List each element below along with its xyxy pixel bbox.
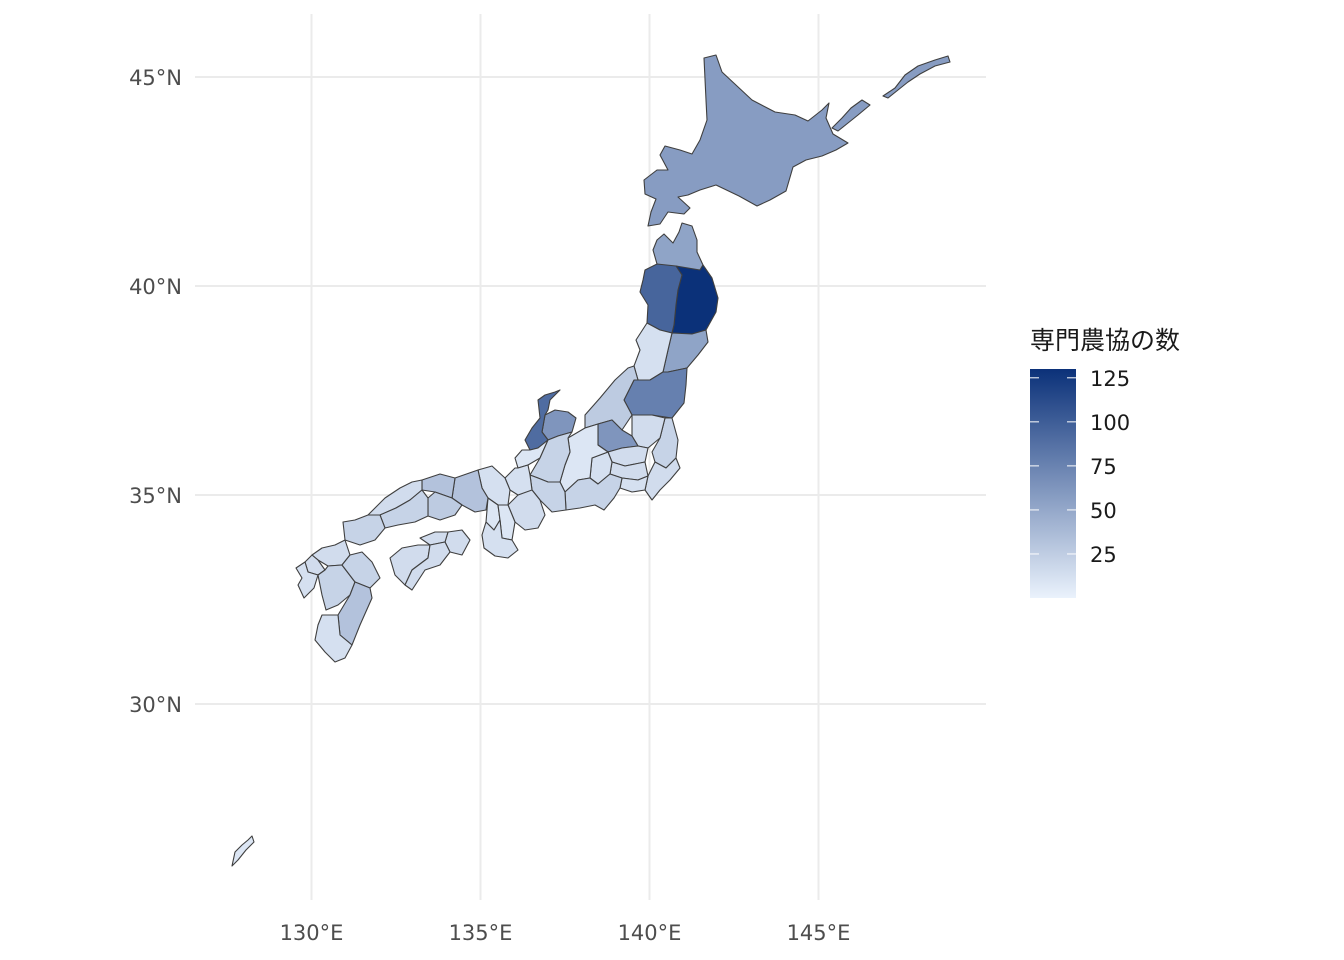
legend-tick-label: 25 [1090, 543, 1117, 567]
prefecture-okayama [427, 491, 463, 521]
prefecture-kagawa [419, 531, 449, 546]
prefecture-hiroshima [379, 489, 429, 529]
lon-tick-label: 135°E [449, 921, 513, 945]
lat-tick-label: 35°N [129, 484, 182, 508]
gridlines [195, 14, 986, 900]
prefecture-kagoshima [314, 614, 353, 663]
prefecture-akita [639, 263, 683, 334]
prefecture-wakayama [481, 519, 519, 559]
lon-tick-label: 140°E [618, 921, 682, 945]
legend-tick-label: 100 [1090, 411, 1130, 435]
prefecture-nagasaki [295, 561, 319, 599]
prefecture-hokkaido [643, 54, 951, 227]
prefecture-aomori [652, 222, 704, 271]
prefecture-okinawa [231, 835, 255, 867]
lon-tick-label: 145°E [787, 921, 851, 945]
legend-tick-label: 125 [1090, 367, 1130, 391]
legend-color-bar [1030, 369, 1076, 598]
lon-tick-label: 130°E [280, 921, 344, 945]
legend: 専門農協の数 125 100 75 50 25 [1030, 326, 1180, 598]
legend-title: 専門農協の数 [1030, 326, 1180, 355]
legend-ticks: 125 100 75 50 25 [1030, 367, 1130, 567]
prefecture-shizuoka [564, 473, 623, 511]
legend-tick-label: 75 [1090, 455, 1117, 479]
prefectures [231, 54, 951, 867]
prefecture-kochi [404, 541, 451, 591]
legend-tick-label: 50 [1090, 499, 1117, 523]
prefecture-yamaguchi [342, 514, 386, 546]
prefecture-shiga [504, 464, 533, 496]
axis-labels: 130°E 135°E 140°E 145°E 45°N 40°N 35°N 30°N [129, 66, 850, 945]
lat-tick-label: 30°N [129, 693, 182, 717]
lat-tick-label: 40°N [129, 275, 182, 299]
lat-tick-label: 45°N [129, 66, 182, 90]
